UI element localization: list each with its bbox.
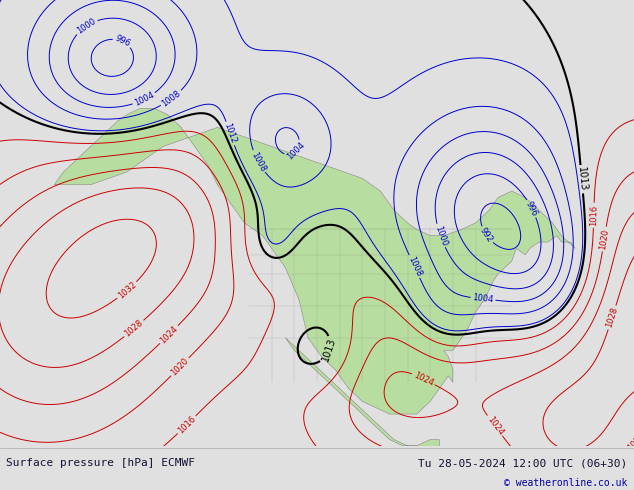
Text: 1028: 1028 bbox=[123, 318, 145, 339]
Text: 1032: 1032 bbox=[116, 280, 138, 300]
Text: Surface pressure [hPa] ECMWF: Surface pressure [hPa] ECMWF bbox=[6, 458, 195, 468]
Text: 996: 996 bbox=[524, 199, 540, 218]
Polygon shape bbox=[285, 338, 439, 452]
Text: 1012: 1012 bbox=[223, 122, 238, 145]
Text: 1000: 1000 bbox=[433, 224, 448, 247]
Text: 1004: 1004 bbox=[472, 293, 494, 304]
Text: 1004: 1004 bbox=[133, 91, 155, 108]
Text: 992: 992 bbox=[478, 226, 495, 244]
Text: Tu 28-05-2024 12:00 UTC (06+30): Tu 28-05-2024 12:00 UTC (06+30) bbox=[418, 458, 628, 468]
Text: 1024: 1024 bbox=[626, 430, 634, 452]
Polygon shape bbox=[55, 108, 575, 414]
Text: 1024: 1024 bbox=[158, 324, 179, 345]
Text: 1008: 1008 bbox=[406, 255, 423, 278]
Text: 1024: 1024 bbox=[485, 415, 505, 437]
Text: 1013: 1013 bbox=[576, 167, 588, 192]
Text: 1008: 1008 bbox=[160, 89, 183, 108]
Text: 1020: 1020 bbox=[598, 228, 611, 250]
Text: © weatheronline.co.uk: © weatheronline.co.uk bbox=[504, 478, 628, 488]
Text: 1008: 1008 bbox=[249, 150, 268, 173]
Text: 1013: 1013 bbox=[320, 337, 337, 363]
Text: 1016: 1016 bbox=[589, 205, 598, 226]
Text: 1028: 1028 bbox=[605, 306, 619, 329]
Text: 996: 996 bbox=[113, 34, 131, 49]
Text: 1024: 1024 bbox=[412, 370, 435, 388]
Text: 1004: 1004 bbox=[285, 141, 306, 162]
Text: 1016: 1016 bbox=[176, 414, 197, 435]
Text: 1020: 1020 bbox=[169, 356, 191, 377]
Text: 1000: 1000 bbox=[75, 17, 98, 36]
